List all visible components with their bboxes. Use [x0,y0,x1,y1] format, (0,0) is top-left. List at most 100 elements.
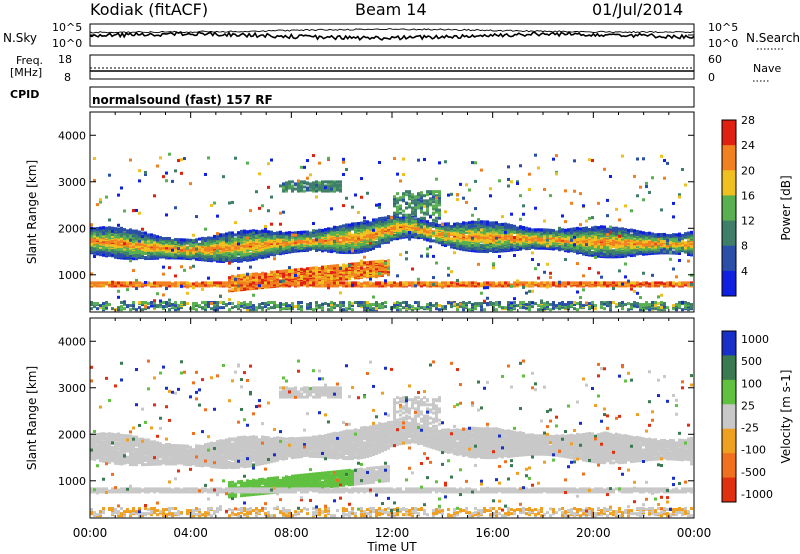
heatmap-cell [417,201,420,205]
heatmap-cell [423,199,426,203]
heatmap-cell [411,193,414,197]
heatmap-cell [372,232,375,236]
heatmap-cell [378,227,381,231]
heatmap-cell [102,307,105,311]
heatmap-cell [360,232,363,236]
heatmap-cell [288,307,291,311]
heatmap-cell [252,231,255,235]
heatmap-cell [237,266,240,270]
heatmap-cell [315,307,318,311]
heatmap-cell [174,301,177,305]
heatmap-cell [504,306,507,310]
heatmap-cell [264,226,267,230]
heatmap-cell [438,282,441,286]
heatmap-cell [399,179,402,183]
heatmap-cell [171,303,174,307]
heatmap-cell [369,277,372,281]
heatmap-cell [360,282,363,286]
heatmap-cell [156,253,159,257]
heatmap-cell [195,238,198,242]
heatmap-cell [123,245,126,249]
heatmap-cell [381,265,384,269]
heatmap-cell [399,204,402,208]
heatmap-cell [336,180,339,184]
heatmap-cell [459,222,462,226]
heatmap-cell [429,302,432,306]
heatmap-cell [153,281,156,285]
heatmap-cell [426,237,429,241]
heatmap-cell [186,241,189,245]
heatmap-cell [279,247,282,251]
heatmap-cell [213,201,216,205]
heatmap-cell [378,217,381,221]
heatmap-cell [483,230,486,234]
heatmap-cell [267,209,270,213]
heatmap-cell [351,283,354,287]
heatmap-cell [486,286,489,290]
heatmap-cell [360,259,363,263]
heatmap-cell [345,264,348,268]
heatmap-cell [261,235,264,239]
heatmap-cell [426,212,429,216]
heatmap-cell [414,301,417,305]
heatmap-cell [444,281,447,285]
heatmap-cell [246,248,249,252]
heatmap-cell [339,188,342,192]
heatmap-cell [486,220,489,224]
heatmap-cell [390,216,393,220]
heatmap-cell [246,251,249,255]
heatmap-cell [240,281,243,285]
heatmap-cell [132,240,135,244]
nave-tick-low: 0 [708,71,715,84]
heatmap-cell [306,159,309,163]
heatmap-cell [234,233,237,237]
heatmap-cell [105,281,108,285]
heatmap-cell [420,254,423,258]
heatmap-cell [153,244,156,248]
heatmap-cell [270,270,273,274]
heatmap-cell [333,227,336,231]
heatmap-cell [396,216,399,220]
heatmap-cell [426,208,429,212]
heatmap-cell [396,192,399,196]
heatmap-cell [285,302,288,306]
heatmap-cell [387,266,390,270]
heatmap-cell [456,198,459,202]
heatmap-cell [231,200,234,204]
heatmap-cell [192,286,195,290]
heatmap-cell [174,238,177,242]
heatmap-cell [108,226,111,230]
heatmap-cell [177,256,180,260]
heatmap-cell [264,231,267,235]
heatmap-cell [345,223,348,227]
heatmap-cell [162,301,165,305]
heatmap-cell [492,250,495,254]
heatmap-cell [471,213,474,217]
heatmap-cell [96,226,99,230]
heatmap-cell [267,303,270,307]
heatmap-cell [138,281,141,285]
heatmap-cell [492,281,495,285]
heatmap-cell [378,202,381,206]
heatmap-cell [426,303,429,307]
heatmap-cell [171,244,174,248]
heatmap-cell [225,238,228,242]
heatmap-cell [486,244,489,248]
heatmap-cell [495,227,498,231]
heatmap-cell [246,258,249,262]
heatmap-cell [333,270,336,274]
heatmap-cell [345,251,348,255]
heatmap-cell [360,229,363,233]
heatmap-cell [90,303,93,307]
heatmap-cell [420,209,423,213]
heatmap-cell [393,218,396,222]
heatmap-cell [138,239,141,243]
heatmap-cell [252,293,255,297]
heatmap-cell [417,158,420,162]
heatmap-cell [381,241,384,245]
heatmap-cell [177,243,180,247]
heatmap-cell [192,282,195,286]
heatmap-cell [267,273,270,277]
heatmap-cell [366,271,369,275]
heatmap-cell [372,268,375,272]
